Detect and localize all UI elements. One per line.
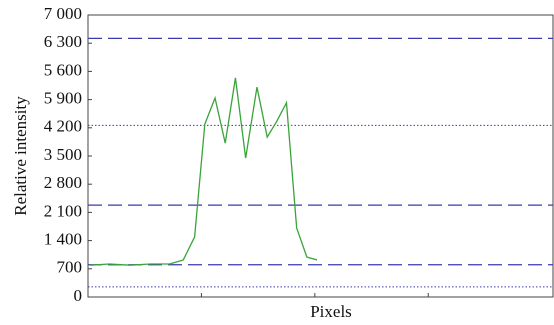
y-tick-label: 6 300 xyxy=(44,32,82,51)
y-tick-label: 7 000 xyxy=(44,4,82,23)
data-line xyxy=(90,77,318,266)
y-tick-label: 2 100 xyxy=(44,201,82,220)
y-tick-label: 0 xyxy=(74,286,83,305)
y-tick-label: 700 xyxy=(57,258,83,277)
plot-frame xyxy=(87,14,554,298)
y-tick-label: 3 500 xyxy=(44,145,82,164)
y-axis-label: Relative intensity xyxy=(11,96,30,216)
y-tick-label: 5 900 xyxy=(44,89,82,108)
x-axis-label: Pixels xyxy=(310,302,352,321)
y-tick-label: 4 200 xyxy=(44,117,82,136)
y-tick-label: 2 800 xyxy=(44,173,82,192)
y-tick-label: 5 600 xyxy=(44,60,82,79)
y-tick-label: 1 400 xyxy=(44,230,82,249)
